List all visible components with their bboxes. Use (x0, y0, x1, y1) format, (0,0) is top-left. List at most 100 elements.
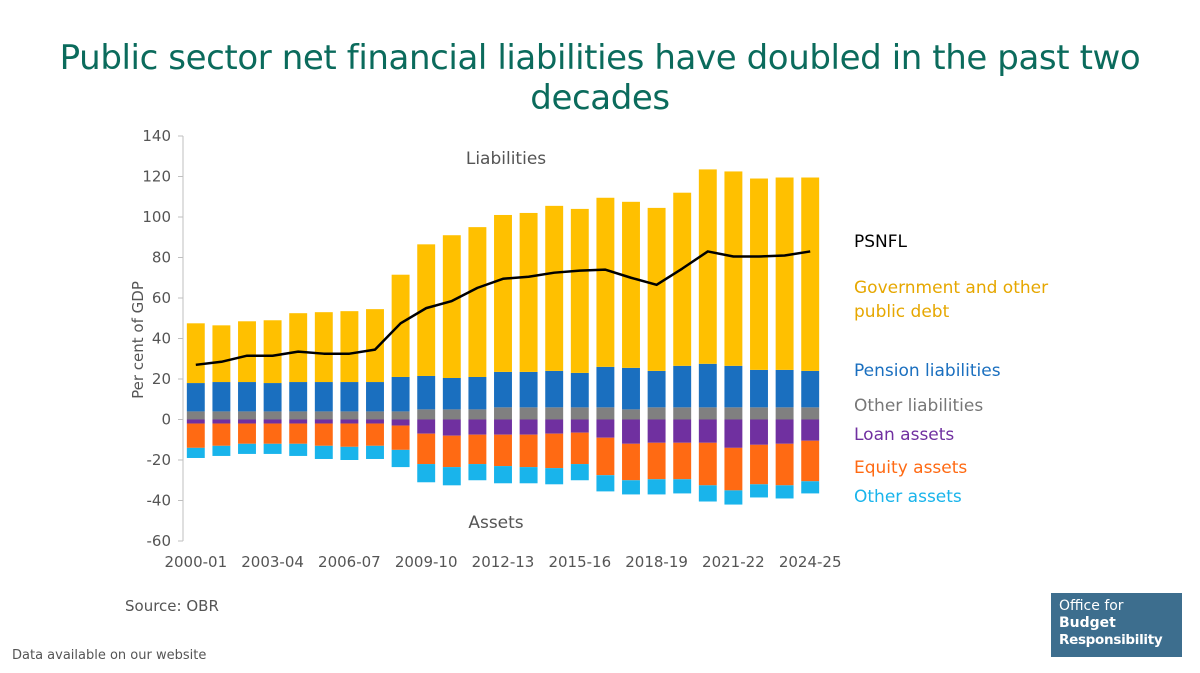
bar-other-liabilities (238, 411, 256, 420)
bar-loan-assets (417, 419, 436, 434)
bar-other-assets (263, 443, 282, 454)
bar-loan-assets (724, 419, 743, 448)
bar-equity-assets (468, 434, 487, 465)
bar-loan-assets (519, 419, 538, 435)
bar-pension (673, 365, 692, 408)
bar-other-liabilities (289, 411, 308, 420)
bar-other-assets (238, 443, 256, 454)
bar-loan-assets (314, 419, 333, 424)
bar-other-liabilities (391, 411, 410, 420)
bar-other-liabilities (698, 407, 717, 420)
x-tick-label: 2024-25 (779, 553, 842, 571)
bar-equity-assets (596, 437, 615, 476)
assets-annotation: Assets (468, 513, 523, 533)
bar-other-liabilities (673, 407, 692, 420)
bar-gov-debt (340, 311, 359, 383)
bar-other-liabilities (750, 407, 768, 420)
bar-other-liabilities (442, 409, 461, 420)
x-tick-label: 2018-19 (625, 553, 688, 571)
bar-equity-assets (494, 434, 512, 467)
bar-equity-assets (263, 423, 282, 444)
bar-equity-assets (519, 434, 538, 468)
x-tick-label: 2009-10 (395, 553, 458, 571)
bar-gov-debt (724, 171, 743, 366)
bar-other-liabilities (801, 407, 820, 420)
bar-other-liabilities (366, 411, 384, 420)
psnfl-line (195, 250, 811, 367)
legend-other-assets: Other assets (854, 487, 962, 507)
legend-pension: Pension liabilities (854, 361, 1001, 381)
chart-title: Public sector net financial liabilities … (59, 38, 1141, 118)
bar-other-assets (314, 445, 333, 459)
bar-other-assets (212, 445, 231, 456)
y-tick-label: 140 (142, 127, 171, 145)
bar-pension (494, 371, 512, 408)
bar-equity-assets (647, 442, 666, 480)
legend-gov-debt-line1: Government and other (854, 278, 1049, 298)
bar-gov-debt (263, 320, 282, 384)
bar-loan-assets (647, 419, 666, 443)
bar-loan-assets (596, 419, 615, 438)
bar-gov-debt (750, 178, 768, 370)
bar-gov-debt (596, 197, 615, 367)
bar-pension (622, 367, 640, 410)
bar-pension (570, 372, 589, 408)
bar-other-assets (366, 445, 384, 459)
bar-equity-assets (314, 423, 333, 446)
bar-pension (750, 369, 768, 408)
bar-equity-assets (391, 425, 410, 450)
bar-loan-assets (289, 419, 308, 424)
bar-gov-debt (673, 192, 692, 366)
bar-pension (289, 382, 308, 412)
y-tick-label: -40 (147, 492, 172, 510)
bar-other-liabilities (647, 407, 666, 420)
legend-equity-assets: Equity assets (854, 458, 968, 478)
bar-loan-assets (698, 419, 717, 443)
bar-other-assets (391, 449, 410, 468)
bar-other-assets (289, 443, 308, 456)
y-tick-label: 40 (152, 330, 171, 348)
bar-equity-assets (238, 423, 256, 444)
bar-gov-debt (212, 325, 231, 383)
bar-pension (801, 370, 820, 408)
obr-logo[interactable]: Office for Budget Responsibility (1051, 593, 1182, 657)
bar-loan-assets (622, 419, 640, 444)
bar-other-liabilities (596, 407, 615, 420)
bar-other-assets (647, 479, 666, 495)
bar-other-assets (698, 485, 717, 502)
x-tick-label: 2003-04 (241, 553, 304, 571)
bar-equity-assets (545, 433, 564, 469)
bar-loan-assets (494, 419, 512, 435)
bar-pension (417, 375, 436, 410)
bar-gov-debt (622, 201, 640, 368)
bar-other-assets (519, 467, 538, 484)
bar-loan-assets (750, 419, 768, 445)
bar-gov-debt (494, 214, 512, 372)
bar-pension (442, 377, 461, 410)
bar-loan-assets (238, 419, 256, 424)
bar-pension (263, 383, 282, 412)
bar-gov-debt (238, 321, 256, 383)
bar-loan-assets (212, 419, 231, 424)
bar-equity-assets (570, 432, 589, 465)
bar-loan-assets (186, 419, 205, 424)
bar-equity-assets (673, 442, 692, 480)
liabilities-annotation: Liabilities (466, 149, 546, 169)
bar-gov-debt (647, 207, 666, 371)
bar-other-liabilities (519, 407, 538, 420)
bar-pension (340, 382, 359, 412)
bar-equity-assets (366, 423, 384, 446)
bar-pension (366, 382, 384, 412)
bar-gov-debt (698, 169, 717, 364)
bar-other-liabilities (775, 407, 794, 420)
bar-pension (596, 366, 615, 408)
x-tick-label: 2015-16 (548, 553, 611, 571)
bar-equity-assets (289, 423, 308, 444)
legend-other-liabilities: Other liabilities (854, 396, 984, 416)
bar-equity-assets (801, 440, 820, 482)
bar-other-liabilities (212, 411, 231, 420)
bar-pension (391, 376, 410, 412)
bar-other-liabilities (340, 411, 359, 420)
bar-other-liabilities (186, 411, 205, 420)
bar-loan-assets (366, 419, 384, 424)
